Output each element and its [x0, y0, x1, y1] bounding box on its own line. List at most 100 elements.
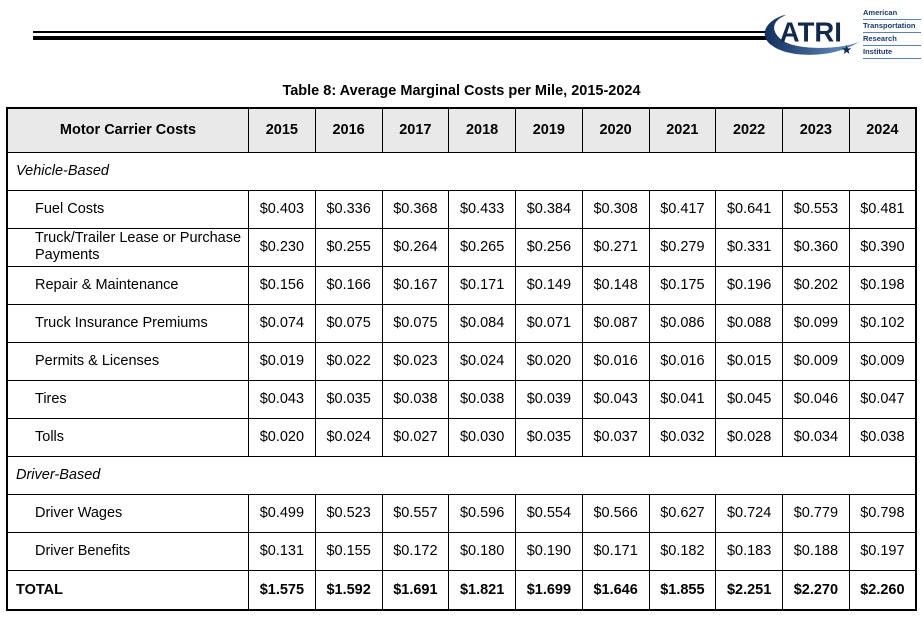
value-cell: $0.198 [848, 265, 917, 305]
costs-table: Motor Carrier Costs 2015 2016 2017 2018 2019 2… [6, 107, 917, 611]
value-cell: $0.032 [648, 417, 717, 457]
value-cell: $0.155 [314, 531, 383, 571]
value-cell: $0.403 [248, 189, 316, 229]
table-row-permits-licenses: Permits & Licenses $0.019 $0.022 $0.023 $0.0… [6, 341, 917, 381]
value-cell: $0.202 [782, 265, 850, 305]
value-cell: $0.175 [648, 265, 717, 305]
value-cell: $0.020 [248, 417, 316, 457]
org-line-institute: Institute [863, 47, 921, 59]
atri-swoosh-icon: ATRI ★ [764, 15, 860, 57]
value-cell: $0.035 [314, 379, 383, 419]
value-cell: $1.691 [381, 569, 450, 611]
value-cell: $0.798 [848, 493, 917, 533]
value-cell: $1.855 [648, 569, 717, 611]
value-cell: $0.016 [648, 341, 717, 381]
value-cell: $0.171 [581, 531, 650, 571]
row-label: TOTAL [6, 569, 249, 611]
year-header-2023: 2023 [782, 107, 850, 153]
value-cell: $0.264 [381, 227, 450, 267]
value-cell: $0.641 [715, 189, 783, 229]
value-cell: $0.230 [248, 227, 316, 267]
horizontal-double-rule [33, 31, 767, 40]
row-label: Driver Benefits [6, 531, 249, 571]
table-row-tires: Tires $0.043 $0.035 $0.038 $0.038 $0.039 $0.04… [6, 379, 917, 419]
value-cell: $0.038 [448, 379, 516, 419]
atri-acronym: ATRI [780, 17, 842, 48]
value-cell: $0.039 [515, 379, 583, 419]
table-title: Table 8: Average Marginal Costs per Mile… [282, 83, 641, 99]
value-cell: $0.030 [448, 417, 516, 457]
value-cell: $0.553 [782, 189, 850, 229]
value-cell: $0.087 [581, 303, 650, 343]
year-header-2017: 2017 [381, 107, 450, 153]
value-cell: $0.015 [715, 341, 783, 381]
value-cell: $0.028 [715, 417, 783, 457]
value-cell: $0.156 [248, 265, 316, 305]
org-line-transportation: Transportation [863, 21, 921, 33]
year-header-2018: 2018 [448, 107, 516, 153]
section-row-vehicle-based: Vehicle-Based [6, 151, 917, 191]
value-cell: $0.043 [248, 379, 316, 419]
value-cell: $0.075 [381, 303, 450, 343]
table-row-truck-insurance-premiums: Truck Insurance Premiums $0.074 $0.075 $0.0… [6, 303, 917, 343]
value-cell: $2.270 [782, 569, 850, 611]
value-cell: $0.390 [848, 227, 917, 267]
value-cell: $0.084 [448, 303, 516, 343]
table-row-repair-maintenance: Repair & Maintenance $0.156 $0.166 $0.167 $0… [6, 265, 917, 305]
value-cell: $0.149 [515, 265, 583, 305]
value-cell: $0.481 [848, 189, 917, 229]
value-cell: $0.086 [648, 303, 717, 343]
value-cell: $1.646 [581, 569, 650, 611]
value-cell: $0.046 [782, 379, 850, 419]
value-cell: $0.523 [314, 493, 383, 533]
section-row-driver-based: Driver-Based [6, 455, 917, 495]
value-cell: $0.308 [581, 189, 650, 229]
table-row-truck-trailer-lease-or-purchase-payments: Truck/Trailer Lease or Purchase Payments… [6, 227, 917, 267]
value-cell: $0.627 [648, 493, 717, 533]
value-cell: $0.279 [648, 227, 717, 267]
value-cell: $0.075 [314, 303, 383, 343]
value-cell: $0.433 [448, 189, 516, 229]
value-cell: $0.255 [314, 227, 383, 267]
value-cell: $0.779 [782, 493, 850, 533]
value-cell: $2.251 [715, 569, 783, 611]
value-cell: $1.592 [314, 569, 383, 611]
value-cell: $0.074 [248, 303, 316, 343]
value-cell: $0.197 [848, 531, 917, 571]
star-icon: ★ [841, 42, 852, 57]
value-cell: $1.699 [515, 569, 583, 611]
value-cell: $0.360 [782, 227, 850, 267]
year-header-2016: 2016 [314, 107, 383, 153]
value-cell: $0.265 [448, 227, 516, 267]
value-cell: $1.575 [248, 569, 316, 611]
year-header-2019: 2019 [515, 107, 583, 153]
value-cell: $0.023 [381, 341, 450, 381]
value-cell: $0.102 [848, 303, 917, 343]
table-row-tolls: Tolls $0.020 $0.024 $0.027 $0.030 $0.035 $0.03… [6, 417, 917, 457]
value-cell: $0.024 [448, 341, 516, 381]
year-header-2015: 2015 [248, 107, 316, 153]
value-cell: $0.019 [248, 341, 316, 381]
org-line-american: American [863, 8, 921, 20]
year-header-2020: 2020 [581, 107, 650, 153]
row-label: Fuel Costs [6, 189, 249, 229]
value-cell: $0.016 [581, 341, 650, 381]
value-cell: $0.557 [381, 493, 450, 533]
row-label: Truck/Trailer Lease or Purchase Payments [6, 227, 249, 267]
value-cell: $0.331 [715, 227, 783, 267]
value-cell: $0.166 [314, 265, 383, 305]
value-cell: $0.037 [581, 417, 650, 457]
value-cell: $0.009 [848, 341, 917, 381]
row-label: Tolls [6, 417, 249, 457]
value-cell: $1.821 [448, 569, 516, 611]
total-row: TOTAL $1.575 $1.592 $1.691 $1.821 $1.699 $1.64… [6, 569, 917, 611]
value-cell: $0.024 [314, 417, 383, 457]
atri-logo: ATRI ★ American Transportation Research … [761, 8, 921, 60]
value-cell: $0.190 [515, 531, 583, 571]
section-label: Vehicle-Based [6, 151, 917, 191]
header-motor-carrier-costs: Motor Carrier Costs [6, 107, 249, 153]
section-label: Driver-Based [6, 455, 917, 495]
value-cell: $0.183 [715, 531, 783, 571]
row-label: Permits & Licenses [6, 341, 249, 381]
